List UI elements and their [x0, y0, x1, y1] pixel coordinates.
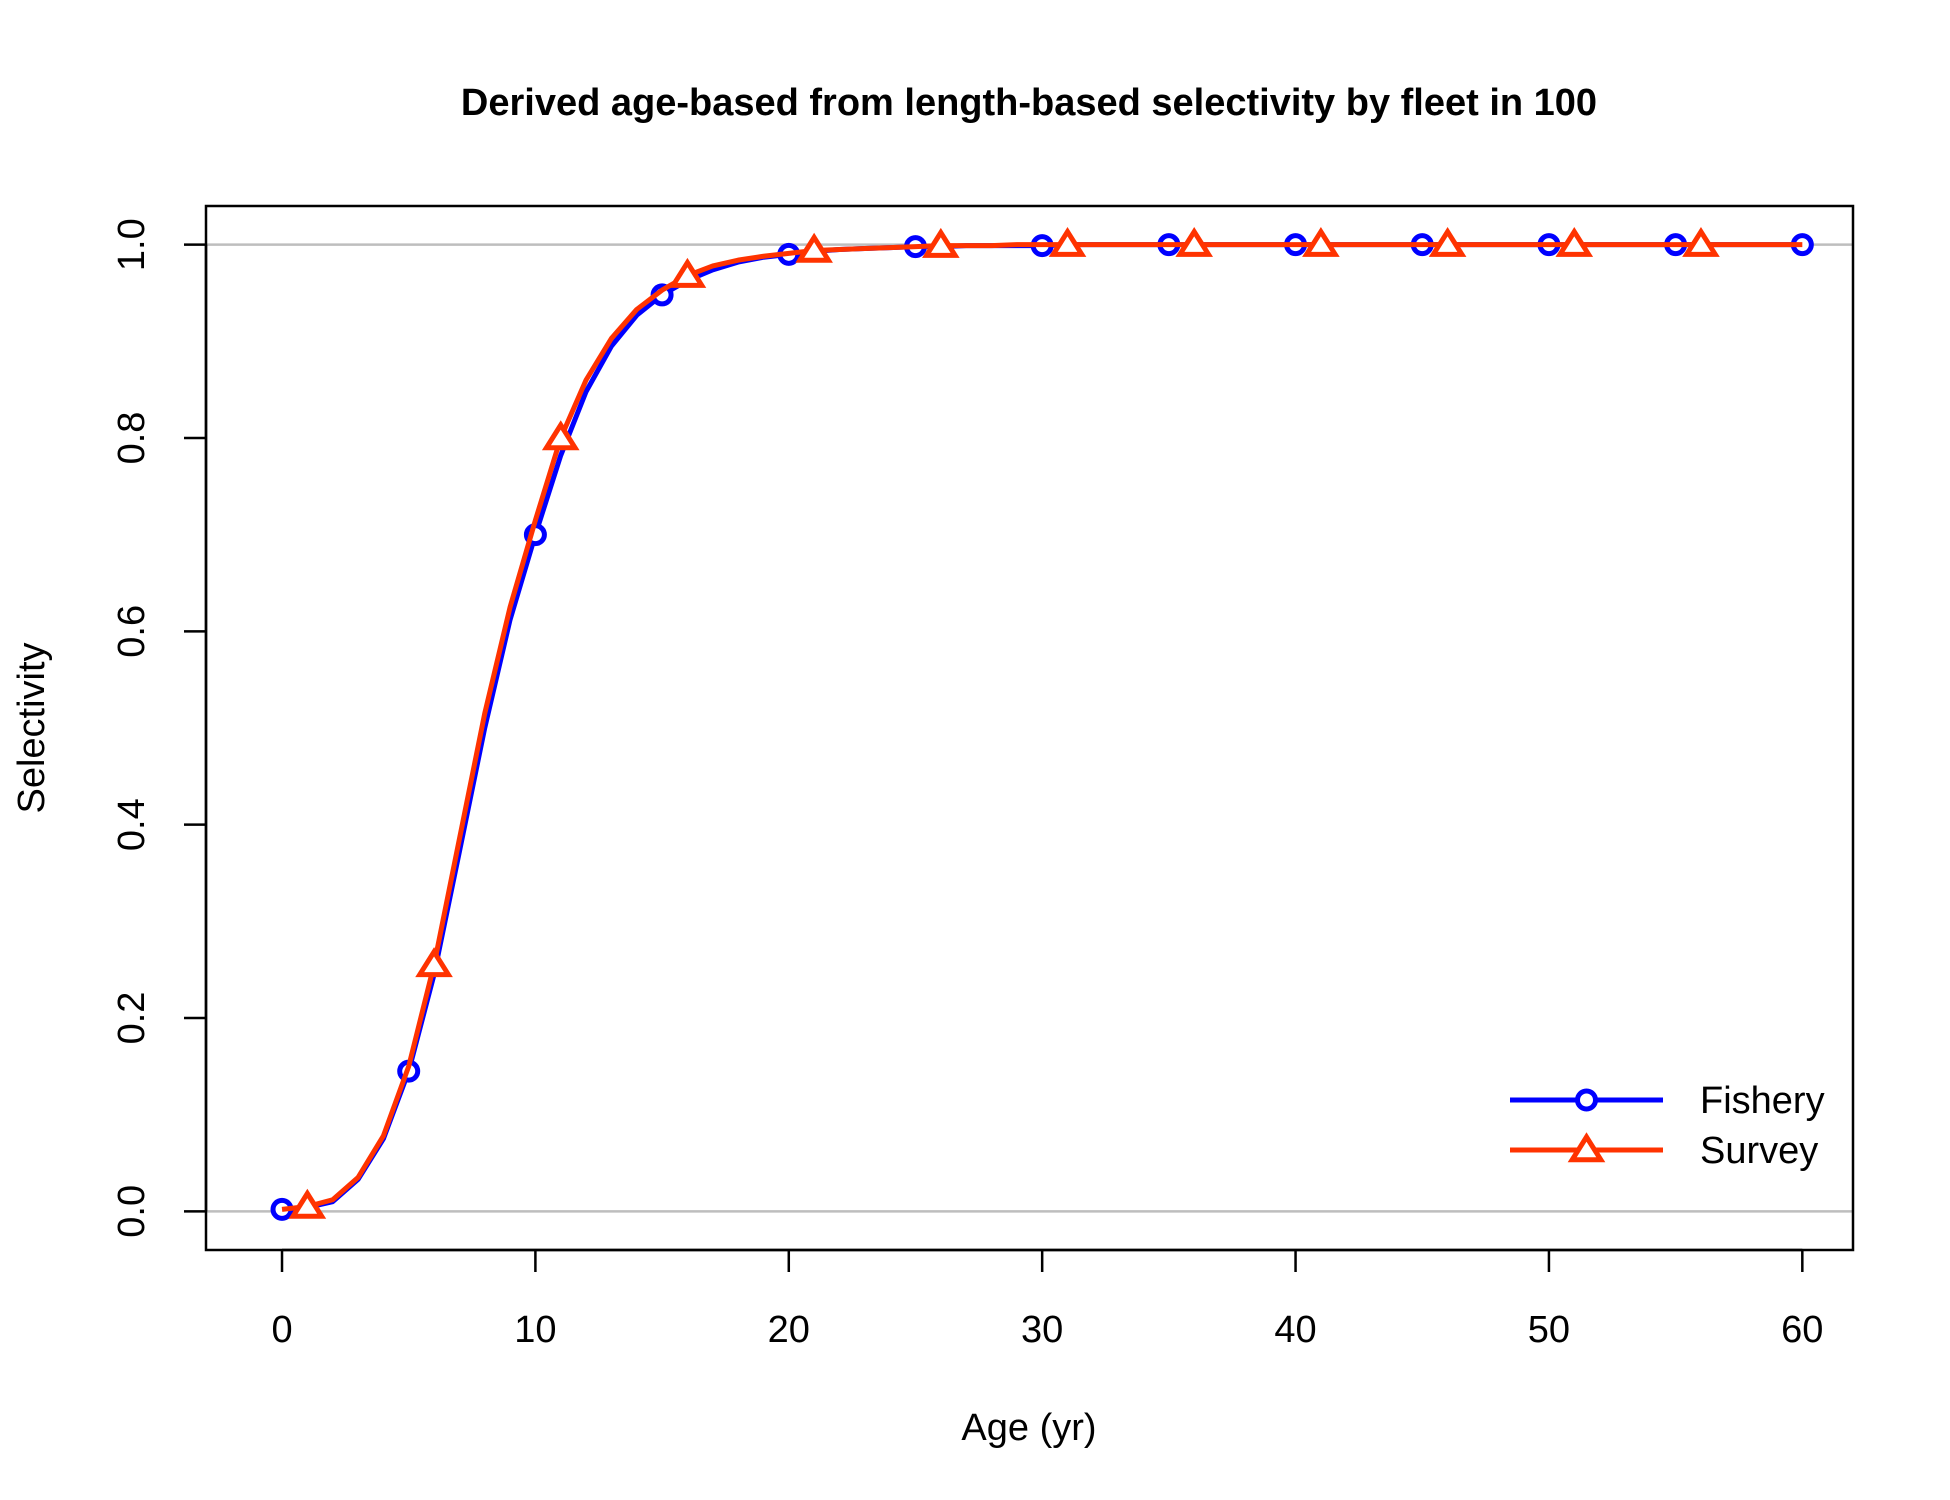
y-tick-label-1: 0.2 [111, 992, 153, 1045]
y-tick-label-5: 1.0 [111, 218, 153, 271]
x-tick-label-1: 10 [514, 1309, 556, 1351]
y-tick-label-3: 0.6 [111, 605, 153, 658]
x-tick-label-6: 60 [1781, 1309, 1823, 1351]
legend-label-fishery: Fishery [1700, 1080, 1825, 1122]
survey-point-21 [795, 232, 833, 263]
survey-point-26 [921, 227, 960, 258]
y-axis: 0.0 0.2 0.4 0.6 0.8 1.0 [111, 218, 208, 1238]
chart-title: Derived age-based from length-based sele… [461, 82, 1597, 124]
survey-point-36 [1175, 226, 1214, 257]
x-axis-label: Age (yr) [961, 1407, 1096, 1449]
legend: Fishery Survey [1510, 1080, 1825, 1172]
survey-point-41 [1302, 226, 1340, 257]
survey-point-6 [415, 947, 453, 978]
survey-point-16 [668, 257, 707, 288]
x-tick-label-5: 50 [1528, 1309, 1570, 1351]
survey-point-11 [541, 420, 580, 451]
survey-point-51 [1555, 226, 1594, 257]
x-axis: 0 10 20 30 40 50 60 [271, 1248, 1823, 1351]
x-tick-label-4: 40 [1274, 1309, 1316, 1351]
series-line-survey [281, 242, 1803, 1212]
legend-marker-fishery [1575, 1088, 1598, 1112]
legend-marker-survey [1567, 1132, 1606, 1163]
series-survey [281, 226, 1803, 1219]
survey-point-31 [1048, 226, 1087, 257]
series-layer [270, 226, 1814, 1221]
y-axis-label: Selectivity [11, 642, 53, 813]
y-tick-label-2: 0.4 [111, 798, 153, 851]
legend-label-survey: Survey [1700, 1130, 1818, 1172]
survey-point-56 [1682, 226, 1720, 257]
x-tick-label-0: 0 [271, 1309, 292, 1351]
y-tick-label-0: 0.0 [111, 1185, 153, 1238]
x-tick-label-2: 20 [768, 1309, 810, 1351]
x-tick-label-3: 30 [1021, 1309, 1063, 1351]
survey-point-1 [288, 1188, 327, 1219]
y-tick-label-4: 0.8 [111, 412, 153, 465]
survey-point-46 [1428, 226, 1467, 257]
